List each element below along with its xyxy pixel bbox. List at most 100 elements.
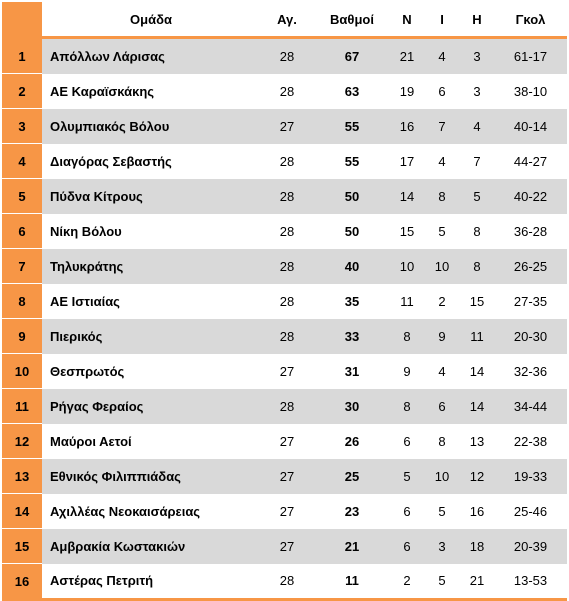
position-cell: 2: [2, 73, 42, 109]
team-name-cell: Τηλυκράτης: [42, 248, 260, 284]
wins-cell: 15: [390, 213, 424, 249]
goals-cell: 40-22: [494, 178, 567, 214]
header-wins: Ν: [390, 2, 424, 39]
goals-cell: 22-38: [494, 423, 567, 459]
wins-cell: 16: [390, 108, 424, 144]
goals-cell: 26-25: [494, 248, 567, 284]
header-goals: Γκολ: [494, 2, 567, 39]
wins-cell: 19: [390, 73, 424, 109]
games-played-cell: 28: [260, 248, 314, 284]
position-cell: 3: [2, 108, 42, 144]
header-games: Αγ.: [260, 2, 314, 39]
header-draws: Ι: [424, 2, 460, 39]
losses-cell: 3: [460, 73, 494, 109]
wins-cell: 17: [390, 143, 424, 179]
losses-cell: 15: [460, 283, 494, 319]
goals-cell: 32-36: [494, 353, 567, 389]
position-cell: 5: [2, 178, 42, 214]
position-cell: 7: [2, 248, 42, 284]
draws-cell: 10: [424, 248, 460, 284]
points-cell: 26: [314, 423, 390, 459]
team-name-cell: Μαύροι Αετοί: [42, 423, 260, 459]
wins-cell: 14: [390, 178, 424, 214]
table-row: 3 Ολυμπιακός Βόλου 27 55 16 7 4 40-14: [2, 108, 567, 144]
points-cell: 21: [314, 528, 390, 564]
table-row: 2 ΑΕ Καραϊσκάκης 28 63 19 6 3 38-10: [2, 73, 567, 109]
position-cell: 11: [2, 388, 42, 424]
team-name-cell: Διαγόρας Σεβαστής: [42, 143, 260, 179]
position-cell: 10: [2, 353, 42, 389]
table-row: 14 Αχιλλέας Νεοκαισάρειας 27 23 6 5 16 25-46: [2, 493, 567, 529]
header-team: Ομάδα: [42, 2, 260, 39]
draws-cell: 5: [424, 563, 460, 601]
losses-cell: 7: [460, 143, 494, 179]
goals-cell: 36-28: [494, 213, 567, 249]
draws-cell: 10: [424, 458, 460, 494]
points-cell: 40: [314, 248, 390, 284]
table-row: 9 Πιερικός 28 33 8 9 11 20-30: [2, 318, 567, 354]
goals-cell: 19-33: [494, 458, 567, 494]
goals-cell: 20-39: [494, 528, 567, 564]
table-row: 15 Αμβρακία Κωστακιών 27 21 6 3 18 20-39: [2, 528, 567, 564]
games-played-cell: 27: [260, 108, 314, 144]
points-cell: 31: [314, 353, 390, 389]
table-row: 12 Μαύροι Αετοί 27 26 6 8 13 22-38: [2, 423, 567, 459]
wins-cell: 6: [390, 423, 424, 459]
goals-cell: 27-35: [494, 283, 567, 319]
position-cell: 6: [2, 213, 42, 249]
table-row: 8 ΑΕ Ιστιαίας 28 35 11 2 15 27-35: [2, 283, 567, 319]
games-played-cell: 27: [260, 493, 314, 529]
games-played-cell: 28: [260, 73, 314, 109]
team-name-cell: Αχιλλέας Νεοκαισάρειας: [42, 493, 260, 529]
position-cell: 13: [2, 458, 42, 494]
position-cell: 12: [2, 423, 42, 459]
table-row: 7 Τηλυκράτης 28 40 10 10 8 26-25: [2, 248, 567, 284]
draws-cell: 7: [424, 108, 460, 144]
table-row: 4 Διαγόρας Σεβαστής 28 55 17 4 7 44-27: [2, 143, 567, 179]
position-cell: 4: [2, 143, 42, 179]
games-played-cell: 27: [260, 528, 314, 564]
team-name-cell: Πύδνα Κίτρους: [42, 178, 260, 214]
position-cell: 8: [2, 283, 42, 319]
losses-cell: 8: [460, 248, 494, 284]
table-row: 16 Αστέρας Πετριτή 28 11 2 5 21 13-53: [2, 563, 567, 601]
losses-cell: 11: [460, 318, 494, 354]
draws-cell: 5: [424, 213, 460, 249]
goals-cell: 61-17: [494, 37, 567, 74]
games-played-cell: 27: [260, 423, 314, 459]
position-cell: 16: [2, 563, 42, 601]
games-played-cell: 28: [260, 563, 314, 601]
team-name-cell: Αμβρακία Κωστακιών: [42, 528, 260, 564]
team-name-cell: Θεσπρωτός: [42, 353, 260, 389]
draws-cell: 6: [424, 73, 460, 109]
draws-cell: 9: [424, 318, 460, 354]
team-name-cell: Εθνικός Φιλιππιάδας: [42, 458, 260, 494]
wins-cell: 6: [390, 493, 424, 529]
table-row: 13 Εθνικός Φιλιππιάδας 27 25 5 10 12 19-33: [2, 458, 567, 494]
losses-cell: 13: [460, 423, 494, 459]
games-played-cell: 28: [260, 178, 314, 214]
draws-cell: 8: [424, 423, 460, 459]
losses-cell: 14: [460, 388, 494, 424]
points-cell: 50: [314, 213, 390, 249]
wins-cell: 2: [390, 563, 424, 601]
losses-cell: 21: [460, 563, 494, 601]
points-cell: 30: [314, 388, 390, 424]
position-cell: 1: [2, 37, 42, 74]
table-row: 1 Απόλλων Λάρισας 28 67 21 4 3 61-17: [2, 37, 567, 74]
losses-cell: 8: [460, 213, 494, 249]
points-cell: 55: [314, 143, 390, 179]
wins-cell: 10: [390, 248, 424, 284]
points-cell: 35: [314, 283, 390, 319]
draws-cell: 6: [424, 388, 460, 424]
points-cell: 55: [314, 108, 390, 144]
points-cell: 23: [314, 493, 390, 529]
games-played-cell: 28: [260, 143, 314, 179]
table-body: 1 Απόλλων Λάρισας 28 67 21 4 3 61-17 2 ΑΕ Καραϊσκ…: [2, 37, 567, 601]
games-played-cell: 28: [260, 37, 314, 74]
team-name-cell: Ολυμπιακός Βόλου: [42, 108, 260, 144]
games-played-cell: 28: [260, 388, 314, 424]
table-row: 6 Νίκη Βόλου 28 50 15 5 8 36-28: [2, 213, 567, 249]
draws-cell: 2: [424, 283, 460, 319]
header-points: Βαθμοί: [314, 2, 390, 39]
